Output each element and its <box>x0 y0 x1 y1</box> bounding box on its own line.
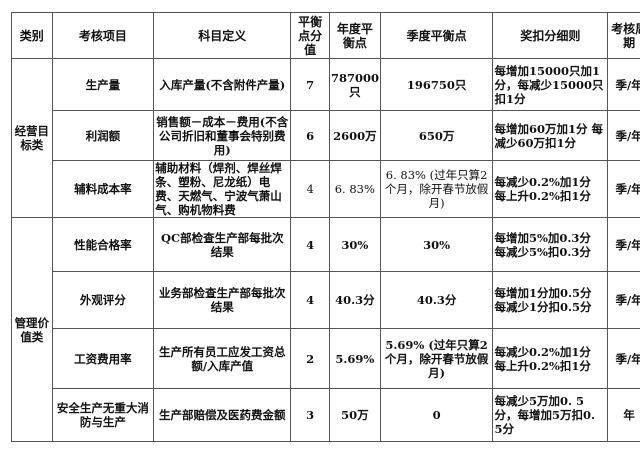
header-cell: 平衡点分值 <box>290 12 330 59</box>
period-cell: 季/年 <box>607 160 640 218</box>
annual-cell: 787000只 <box>328 58 381 111</box>
group-cell: 经营目标类 <box>11 58 53 218</box>
quarter-cell: 6. 83% (过年只算2个月，除开春节放假月) <box>379 160 494 218</box>
period-cell: 季/年 <box>607 271 640 329</box>
score-cell: 2 <box>290 328 330 389</box>
rule-cell: 每减少0.2%加1分 每上升0.2%扣1分 <box>492 160 609 218</box>
score-cell: 7 <box>290 58 330 111</box>
rule-cell: 每增加5%加0.3分 每减少5%扣0.3分 <box>492 217 609 272</box>
table-row: 管理价值类 性能合格率 QC部检查生产部每批次结果 4 30% 30% 每增加5… <box>11 217 640 442</box>
header-cell: 年度平衡点 <box>328 12 381 59</box>
annual-cell: 50万 <box>328 388 381 442</box>
header-cell: 季度平衡点 <box>379 12 494 59</box>
definition-cell: 业务部检查生产部每批次结果 <box>153 271 292 329</box>
assessment-table: 类别 考核项目 科目定义 平衡点分值 年度平衡点 季度平衡点 奖扣分细则 考核周… <box>11 12 640 442</box>
definition-cell: 入库产量(不含附件产量) <box>153 58 292 111</box>
score-cell: 4 <box>290 217 330 272</box>
table-row: 工资费用率 生产所有员工应发工资总额/入库产值 2 5.69% 5.69% (过… <box>12 328 640 389</box>
header-row: 类别 考核项目 科目定义 平衡点分值 年度平衡点 季度平衡点 奖扣分细则 考核周… <box>11 12 640 59</box>
definition-cell: QC部检查生产部每批次结果 <box>153 217 292 272</box>
quarter-cell: 30% <box>379 217 494 272</box>
item-cell: 工资费用率 <box>51 328 155 389</box>
period-cell: 季/年 <box>607 217 640 272</box>
annual-cell: 2600万 <box>328 110 381 161</box>
item-cell: 辅料成本率 <box>51 160 155 218</box>
quarter-cell: 196750只 <box>379 58 494 111</box>
header-cell: 类别 <box>11 12 53 59</box>
score-cell: 4 <box>290 160 330 218</box>
definition-cell: 生产部赔偿及医药费金额 <box>153 388 292 442</box>
rule-cell: 每减少0.2%加1分 每上升0.2%扣1分 <box>492 328 609 389</box>
period-cell: 季/年 <box>607 328 640 389</box>
annual-cell: 30% <box>328 217 381 272</box>
definition-cell: 生产所有员工应发工资总额/入库产值 <box>153 328 292 389</box>
table-row: 经营目标类 生产量 入库产量(不含附件产量) 7 787000只 196750只… <box>11 58 640 218</box>
header-cell: 奖扣分细则 <box>492 12 609 59</box>
rule-cell: 每增加1分加0.5分 每减少1分扣0.5分 <box>492 271 609 329</box>
quarter-cell: 0 <box>379 388 494 442</box>
rule-cell: 每减少5万加0. 5分，每增加5万扣0. 5分 <box>492 388 609 442</box>
rule-cell: 每增加15000只加1分，每减少15000只扣1分 <box>492 58 609 111</box>
table-row: 外观评分 业务部检查生产部每批次结果 4 40.3分 40.3分 每增加1分加0… <box>12 271 640 329</box>
rule-cell: 每增加60万加1分 每减少60万扣1分 <box>492 110 609 161</box>
table-row: 安全生产无重大消防与生产 生产部赔偿及医药费金额 3 50万 0 每减少5万加0… <box>12 388 640 442</box>
period-cell: 年 <box>607 388 640 442</box>
annual-cell: 6. 83% <box>328 160 381 218</box>
header-cell: 考核周期 <box>607 12 640 59</box>
period-cell: 季/年 <box>607 110 640 161</box>
period-cell: 季/年 <box>607 58 640 111</box>
definition-cell: 辅助材料（焊剂、焊丝焊条、塑粉、尼龙纸）电费、天燃气、宁波气萧山气、购机物料费 <box>153 160 292 218</box>
quarter-cell: 40.3分 <box>379 271 494 329</box>
item-cell: 利润额 <box>51 110 155 161</box>
table-row: 利润额 销售额－成本－费用(不含公司折旧和董事会特别费用) 6 2600万 65… <box>12 110 640 161</box>
table-row: 辅料成本率 辅助材料（焊剂、焊丝焊条、塑粉、尼龙纸）电费、天燃气、宁波气萧山气、… <box>12 160 640 218</box>
quarter-cell: 650万 <box>379 110 494 161</box>
header-cell: 考核项目 <box>51 12 155 59</box>
item-cell: 生产量 <box>51 58 155 111</box>
score-cell: 4 <box>290 271 330 329</box>
score-cell: 3 <box>290 388 330 442</box>
annual-cell: 40.3分 <box>328 271 381 329</box>
item-cell: 安全生产无重大消防与生产 <box>51 388 155 442</box>
header-cell: 科目定义 <box>153 12 292 59</box>
definition-cell: 销售额－成本－费用(不含公司折旧和董事会特别费用) <box>153 110 292 161</box>
score-cell: 6 <box>290 110 330 161</box>
item-cell: 外观评分 <box>51 271 155 329</box>
quarter-cell: 5.69% (过年只算2个月，除开春节放假月) <box>379 328 494 389</box>
item-cell: 性能合格率 <box>51 217 155 272</box>
annual-cell: 5.69% <box>328 328 381 389</box>
group-cell: 管理价值类 <box>11 217 53 442</box>
